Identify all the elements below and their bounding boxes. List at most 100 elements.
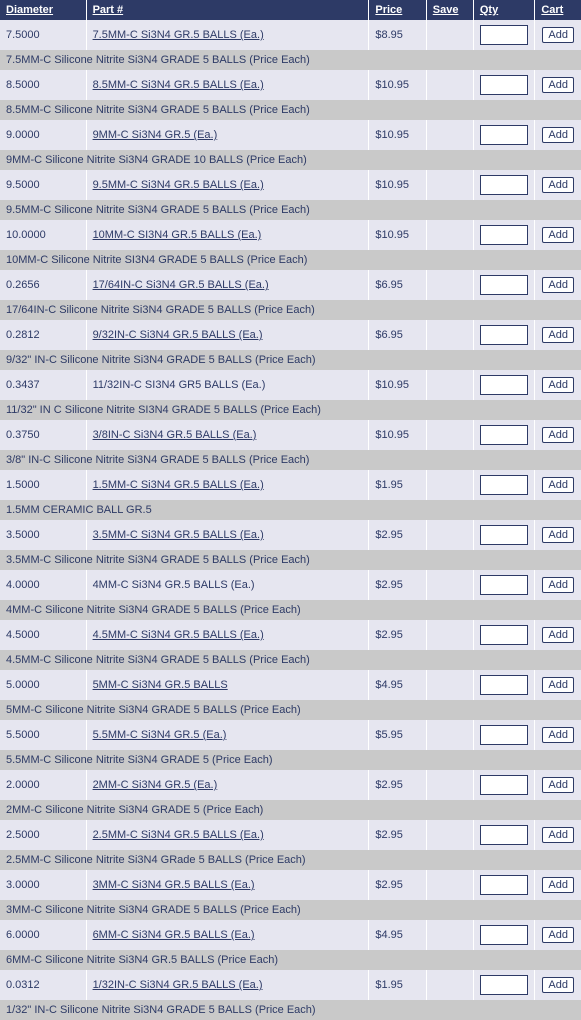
qty-input[interactable]	[480, 275, 528, 295]
cart-cell: Add	[535, 770, 581, 800]
part-link[interactable]: 8.5MM-C Si3N4 GR.5 BALLS (Ea.)	[93, 79, 264, 91]
qty-input[interactable]	[480, 375, 528, 395]
part-cell: 4.5MM-C Si3N4 GR.5 BALLS (Ea.)	[86, 620, 369, 650]
qty-input[interactable]	[480, 725, 528, 745]
part-link[interactable]: 10MM-C SI3N4 GR.5 BALLS (Ea.)	[93, 229, 262, 241]
description-cell: 9MM-C Silicone Nitrite Si3N4 GRADE 10 BA…	[0, 150, 581, 170]
part-link[interactable]: 3MM-C Si3N4 GR.5 BALLS (Ea.)	[93, 879, 255, 891]
save-cell	[426, 520, 473, 550]
header-qty[interactable]: Qty	[473, 0, 534, 20]
qty-input[interactable]	[480, 925, 528, 945]
cart-cell: Add	[535, 270, 581, 300]
add-button[interactable]: Add	[542, 577, 574, 593]
qty-input[interactable]	[480, 575, 528, 595]
description-row: 9MM-C Silicone Nitrite Si3N4 GRADE 10 BA…	[0, 150, 581, 170]
part-cell: 5MM-C Si3N4 GR.5 BALLS	[86, 670, 369, 700]
qty-input[interactable]	[480, 25, 528, 45]
qty-input[interactable]	[480, 625, 528, 645]
header-diameter[interactable]: Diameter	[0, 0, 86, 20]
qty-input[interactable]	[480, 825, 528, 845]
save-cell	[426, 770, 473, 800]
price-cell: $6.95	[369, 270, 426, 300]
qty-input[interactable]	[480, 525, 528, 545]
price-cell: $2.95	[369, 620, 426, 650]
add-button[interactable]: Add	[542, 227, 574, 243]
description-cell: 10MM-C Silicone Nitrite SI3N4 GRADE 5 BA…	[0, 250, 581, 270]
add-button[interactable]: Add	[542, 827, 574, 843]
add-button[interactable]: Add	[542, 27, 574, 43]
price-cell: $2.95	[369, 870, 426, 900]
table-row: 3.50003.5MM-C Si3N4 GR.5 BALLS (Ea.)$2.9…	[0, 520, 581, 550]
part-cell: 9/32IN-C Si3N4 GR.5 BALLS (Ea.)	[86, 320, 369, 350]
qty-cell	[473, 620, 534, 650]
part-link[interactable]: 17/64IN-C Si3N4 GR.5 BALLS (Ea.)	[93, 279, 269, 291]
part-link[interactable]: 7.5MM-C Si3N4 GR.5 BALLS (Ea.)	[93, 29, 264, 41]
qty-input[interactable]	[480, 975, 528, 995]
add-button[interactable]: Add	[542, 127, 574, 143]
header-cart[interactable]: Cart	[535, 0, 581, 20]
cart-cell: Add	[535, 720, 581, 750]
part-link[interactable]: 1/32IN-C Si3N4 GR.5 BALLS (Ea.)	[93, 979, 263, 991]
qty-input[interactable]	[480, 175, 528, 195]
price-cell: $10.95	[369, 420, 426, 450]
part-link[interactable]: 1.5MM-C Si3N4 GR.5 BALLS (Ea.)	[93, 479, 264, 491]
add-button[interactable]: Add	[542, 927, 574, 943]
qty-cell	[473, 720, 534, 750]
qty-input[interactable]	[480, 475, 528, 495]
diameter-cell: 9.5000	[0, 170, 86, 200]
add-button[interactable]: Add	[542, 627, 574, 643]
qty-cell	[473, 370, 534, 400]
description-row: 17/64IN-C Silicone Nitrite Si3N4 GRADE 5…	[0, 300, 581, 320]
save-cell	[426, 370, 473, 400]
add-button[interactable]: Add	[542, 477, 574, 493]
qty-input[interactable]	[480, 125, 528, 145]
qty-input[interactable]	[480, 875, 528, 895]
add-button[interactable]: Add	[542, 677, 574, 693]
qty-input[interactable]	[480, 325, 528, 345]
part-link[interactable]: 5.5MM-C Si3N4 GR.5 (Ea.)	[93, 729, 227, 741]
part-link[interactable]: 2MM-C Si3N4 GR.5 (Ea.)	[93, 779, 218, 791]
save-cell	[426, 220, 473, 250]
add-button[interactable]: Add	[542, 527, 574, 543]
description-row: 2.5MM-C Silicone Nitrite Si3N4 GRade 5 B…	[0, 850, 581, 870]
add-button[interactable]: Add	[542, 277, 574, 293]
part-link[interactable]: 5MM-C Si3N4 GR.5 BALLS	[93, 679, 228, 691]
diameter-cell: 0.0312	[0, 970, 86, 1000]
price-cell: $4.95	[369, 670, 426, 700]
qty-input[interactable]	[480, 225, 528, 245]
add-button[interactable]: Add	[542, 877, 574, 893]
price-cell: $1.95	[369, 970, 426, 1000]
part-link[interactable]: 3.5MM-C Si3N4 GR.5 BALLS (Ea.)	[93, 529, 264, 541]
part-link[interactable]: 4.5MM-C Si3N4 GR.5 BALLS (Ea.)	[93, 629, 264, 641]
product-table: Diameter Part # Price Save Qty Cart 7.50…	[0, 0, 581, 1020]
save-cell	[426, 320, 473, 350]
add-button[interactable]: Add	[542, 177, 574, 193]
add-button[interactable]: Add	[542, 777, 574, 793]
header-part[interactable]: Part #	[86, 0, 369, 20]
add-button[interactable]: Add	[542, 427, 574, 443]
add-button[interactable]: Add	[542, 327, 574, 343]
save-cell	[426, 670, 473, 700]
part-cell: 10MM-C SI3N4 GR.5 BALLS (Ea.)	[86, 220, 369, 250]
add-button[interactable]: Add	[542, 77, 574, 93]
part-link[interactable]: 3/8IN-C Si3N4 GR.5 BALLS (Ea.)	[93, 429, 257, 441]
add-button[interactable]: Add	[542, 377, 574, 393]
table-row: 3.00003MM-C Si3N4 GR.5 BALLS (Ea.)$2.95A…	[0, 870, 581, 900]
description-row: 4.5MM-C Silicone Nitrite Si3N4 GRADE 5 B…	[0, 650, 581, 670]
qty-cell	[473, 470, 534, 500]
part-link[interactable]: 9.5MM-C Si3N4 GR.5 BALLS (Ea.)	[93, 179, 264, 191]
add-button[interactable]: Add	[542, 977, 574, 993]
qty-input[interactable]	[480, 675, 528, 695]
qty-input[interactable]	[480, 425, 528, 445]
part-cell: 2MM-C Si3N4 GR.5 (Ea.)	[86, 770, 369, 800]
add-button[interactable]: Add	[542, 727, 574, 743]
header-price[interactable]: Price	[369, 0, 426, 20]
cart-cell: Add	[535, 120, 581, 150]
part-link[interactable]: 9MM-C Si3N4 GR.5 (Ea.)	[93, 129, 218, 141]
part-link[interactable]: 9/32IN-C Si3N4 GR.5 BALLS (Ea.)	[93, 329, 263, 341]
qty-input[interactable]	[480, 75, 528, 95]
part-link[interactable]: 2.5MM-C Si3N4 GR.5 BALLS (Ea.)	[93, 829, 264, 841]
part-link[interactable]: 6MM-C Si3N4 GR.5 BALLS (Ea.)	[93, 929, 255, 941]
header-save[interactable]: Save	[426, 0, 473, 20]
qty-input[interactable]	[480, 775, 528, 795]
